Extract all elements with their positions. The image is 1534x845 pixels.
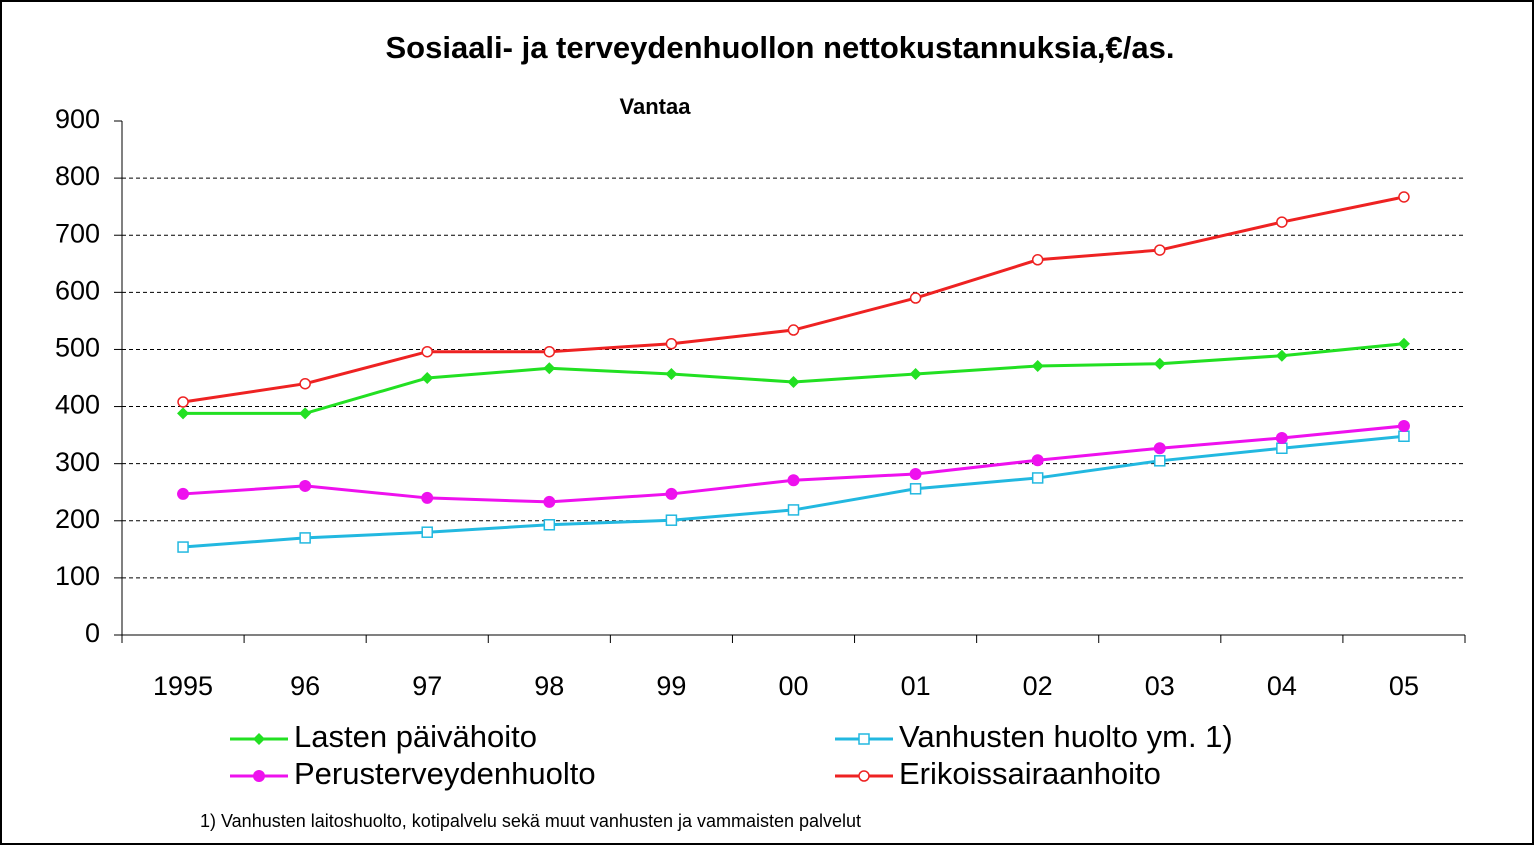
marker <box>909 483 922 495</box>
marker <box>299 532 311 544</box>
chart-subtitle: Vantaa <box>620 94 692 119</box>
y-tick-label: 700 <box>55 218 100 248</box>
marker <box>543 362 556 375</box>
marker <box>1398 430 1410 443</box>
marker <box>787 375 800 388</box>
x-tick-label: 99 <box>656 671 686 701</box>
x-tick-label: 02 <box>1023 671 1053 701</box>
marker <box>177 541 189 553</box>
marker <box>1276 216 1288 228</box>
marker <box>299 407 312 420</box>
marker <box>1154 455 1166 467</box>
footnote: 1) Vanhusten laitoshuolto, kotipalvelu s… <box>200 811 861 831</box>
marker <box>543 495 556 508</box>
x-tick-label: 00 <box>778 671 808 701</box>
marker <box>858 770 870 782</box>
marker <box>1031 454 1044 467</box>
marker <box>177 487 190 500</box>
x-tick-label: 05 <box>1389 671 1419 701</box>
y-tick-label: 800 <box>55 161 100 191</box>
marker <box>253 770 265 782</box>
marker <box>1398 191 1410 203</box>
y-tick-label: 0 <box>85 618 100 648</box>
marker <box>1397 337 1410 350</box>
x-tick-label: 97 <box>412 671 442 701</box>
marker <box>1275 431 1288 444</box>
marker <box>299 479 312 492</box>
marker <box>665 487 678 500</box>
marker <box>1276 442 1288 454</box>
y-tick-label: 300 <box>55 447 100 477</box>
legend-label: Perusterveydenhuolto <box>294 756 596 791</box>
marker <box>909 467 922 480</box>
y-tick-label: 200 <box>55 504 100 534</box>
marker <box>665 514 678 526</box>
marker <box>787 324 800 336</box>
x-tick-label: 1995 <box>153 671 213 701</box>
marker <box>1154 244 1166 256</box>
marker <box>1153 442 1166 455</box>
marker <box>665 337 678 350</box>
marker <box>543 345 556 358</box>
legend-label: Lasten päivähoito <box>294 719 537 754</box>
y-tick-label: 500 <box>55 333 100 363</box>
x-tick-label: 03 <box>1145 671 1175 701</box>
marker <box>909 292 922 304</box>
y-tick-label: 900 <box>55 104 100 134</box>
marker <box>299 377 311 390</box>
marker <box>421 345 433 358</box>
y-tick-label: 100 <box>55 561 100 591</box>
y-tick-label: 400 <box>55 390 100 420</box>
marker <box>1397 419 1410 432</box>
y-tick-label: 600 <box>55 275 100 305</box>
x-tick-label: 04 <box>1267 671 1297 701</box>
legend-label: Vanhusten huolto ym. 1) <box>899 719 1233 754</box>
marker <box>787 504 800 516</box>
marker <box>1031 254 1044 266</box>
legend-label: Erikoissairaanhoito <box>899 756 1161 791</box>
marker <box>177 396 189 408</box>
x-tick-label: 98 <box>534 671 564 701</box>
x-tick-label: 96 <box>290 671 320 701</box>
chart-title: Sosiaali- ja terveydenhuollon nettokusta… <box>385 30 1174 65</box>
marker <box>1153 357 1166 370</box>
marker <box>665 368 678 381</box>
marker <box>177 407 190 420</box>
marker <box>421 491 434 504</box>
marker <box>1275 349 1288 362</box>
marker <box>858 733 870 745</box>
marker <box>1031 360 1044 373</box>
marker <box>421 372 434 384</box>
marker <box>543 519 556 531</box>
marker <box>1031 472 1044 484</box>
marker <box>787 474 800 487</box>
x-tick-label: 01 <box>901 671 931 701</box>
marker <box>421 526 433 538</box>
marker <box>909 368 922 381</box>
marker <box>253 733 265 745</box>
